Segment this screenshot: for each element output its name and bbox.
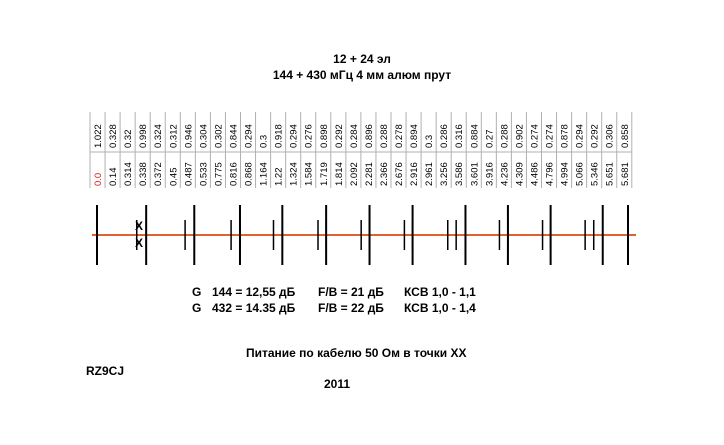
spacing-value: 0.276 <box>304 124 315 148</box>
position-value: 0.533 <box>198 162 209 186</box>
position-value: 1.584 <box>304 162 315 186</box>
spacing-value: 0.292 <box>334 124 345 148</box>
position-value: 0.45 <box>168 168 179 187</box>
position-value: 4.309 <box>514 162 525 186</box>
feed-marker-x2: X <box>135 236 143 250</box>
position-value: 1.22 <box>274 168 285 187</box>
gain-row-1-value: 144 = 12,55 дБ <box>212 285 296 299</box>
gain-row-1-g: G <box>192 285 201 299</box>
spacing-value: 0.284 <box>349 124 360 148</box>
spacing-value: 0.304 <box>198 124 209 148</box>
gain-row-1-fb: F/B = 21 дБ <box>318 285 384 299</box>
spacing-value: 0.312 <box>168 124 179 148</box>
position-value: 1.719 <box>319 162 330 186</box>
position-value: 0.338 <box>138 162 149 186</box>
spacing-value: 0.898 <box>319 124 330 148</box>
position-value: 3.601 <box>469 162 480 186</box>
gain-row-2-value: 432 = 14.35 дБ <box>212 301 296 315</box>
spacing-value: 0.884 <box>469 124 480 148</box>
spacing-value: 0.274 <box>529 124 540 148</box>
spacing-value: 0.3 <box>424 135 435 148</box>
position-value: 2.676 <box>394 162 405 186</box>
spacing-value: 0.286 <box>439 124 450 148</box>
spacing-value: 0.292 <box>590 124 601 148</box>
position-value: 1.164 <box>259 162 270 186</box>
position-value: 1.324 <box>289 162 300 186</box>
position-value: 4.236 <box>499 162 510 186</box>
position-value: 0.775 <box>213 162 224 186</box>
position-value: 0.372 <box>153 162 164 186</box>
gain-row-1-swr: КСВ 1,0 - 1,1 <box>404 285 476 299</box>
position-value: 5.066 <box>575 162 586 186</box>
spacing-value: 0.946 <box>183 124 194 148</box>
spacing-value: 0.302 <box>213 124 224 148</box>
author-callsign: RZ9CJ <box>86 364 124 378</box>
position-value: 5.681 <box>620 162 631 186</box>
spacing-value: 0.328 <box>108 124 119 148</box>
position-value: 0.816 <box>228 162 239 186</box>
position-value: 2.281 <box>364 162 375 186</box>
spacing-value: 0.294 <box>244 124 255 148</box>
gain-row-2-swr: КСВ 1,0 - 1,4 <box>404 301 476 315</box>
year: 2011 <box>324 377 350 391</box>
position-value: 2.092 <box>349 162 360 186</box>
position-value: 5.651 <box>605 162 616 186</box>
position-value: 2.366 <box>379 162 390 186</box>
spacing-value: 0.858 <box>620 124 631 148</box>
position-value: 3.586 <box>454 162 465 186</box>
spacing-value: 0.324 <box>153 124 164 148</box>
position-value: 4.796 <box>545 162 556 186</box>
spacing-value: 0.274 <box>545 124 556 148</box>
position-value: 4.486 <box>529 162 540 186</box>
gain-row-2-fb: F/B = 22 дБ <box>318 301 384 315</box>
position-value: 0.868 <box>244 162 255 186</box>
dimension-table: 1.022 0.328 0.32 0.998 0.324 0.312 0.946 0.304 0… <box>89 112 633 188</box>
spacing-value: 0.306 <box>605 124 616 148</box>
spacing-value: 0.288 <box>379 124 390 148</box>
antenna-elements <box>96 205 629 265</box>
position-value: 0.487 <box>183 162 194 186</box>
position-value: 2.961 <box>424 162 435 186</box>
title-line-2: 144 + 430 мГц 4 мм алюм прут <box>272 68 452 82</box>
spacing-value: 0.32 <box>123 130 134 149</box>
spacing-value: 1.022 <box>93 124 104 148</box>
title-line-1: 12 + 24 эл <box>333 52 391 66</box>
spacing-value: 0.294 <box>575 124 586 148</box>
feed-marker-x1: X <box>135 219 143 233</box>
spacing-value: 0.896 <box>364 124 375 148</box>
position-value: 0.0 <box>93 173 104 186</box>
position-value: 3.256 <box>439 162 450 186</box>
position-value: 3.916 <box>484 162 495 186</box>
spacing-value: 0.998 <box>138 124 149 148</box>
spacing-value: 0.316 <box>454 124 465 148</box>
spacing-value: 0.918 <box>274 124 285 148</box>
spacing-value: 0.894 <box>409 124 420 148</box>
gain-row-2-g: G <box>192 301 201 315</box>
spacing-value: 0.294 <box>289 124 300 148</box>
spacing-value: 0.844 <box>228 124 239 148</box>
spacing-value: 0.902 <box>514 124 525 148</box>
position-value: 0.314 <box>123 162 134 186</box>
position-value: 1.814 <box>334 162 345 186</box>
spacing-value: 0.27 <box>484 130 495 149</box>
spacing-value: 0.288 <box>499 124 510 148</box>
spacing-value: 0.278 <box>394 124 405 148</box>
feed-note: Питание по кабелю 50 Ом в точки ХХ <box>246 346 466 360</box>
position-value: 4.994 <box>560 162 571 186</box>
position-value: 5.346 <box>590 162 601 186</box>
spacing-value: 0.3 <box>259 135 270 148</box>
spacing-value: 0.878 <box>560 124 571 148</box>
position-value: 0.14 <box>108 168 119 187</box>
position-value: 2.916 <box>409 162 420 186</box>
